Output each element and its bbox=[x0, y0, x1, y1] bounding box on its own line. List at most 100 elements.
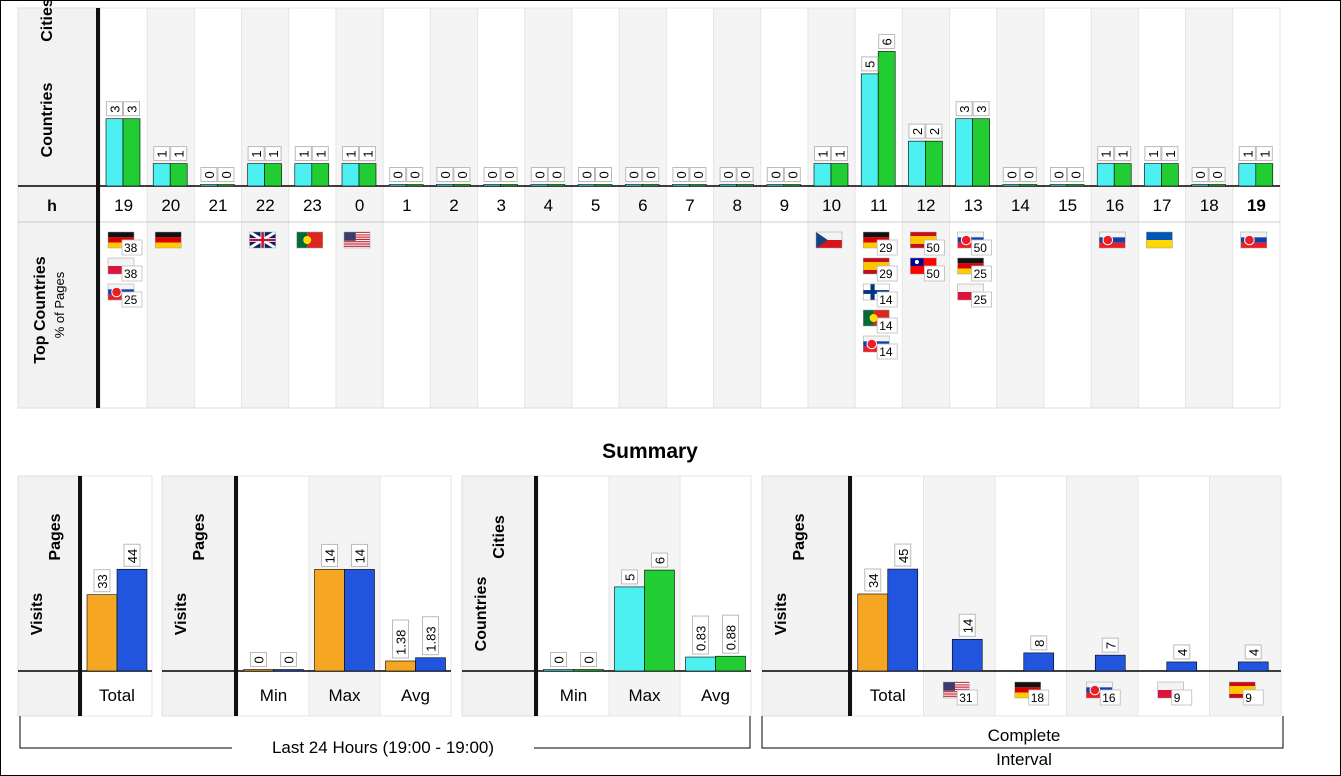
visits-panel-value-a: 14 bbox=[321, 543, 338, 567]
pct-label: 50 bbox=[926, 241, 940, 255]
interval-panel-bar-b bbox=[1166, 661, 1198, 672]
svg-text:3: 3 bbox=[974, 105, 989, 112]
bracket-right-label-line2: Interval bbox=[960, 750, 1088, 770]
svg-text:1.83: 1.83 bbox=[424, 626, 439, 651]
svg-text:2: 2 bbox=[927, 128, 942, 135]
bar-countries bbox=[1096, 163, 1115, 187]
pct-badge bbox=[876, 239, 898, 256]
pct-label: 25 bbox=[974, 293, 988, 307]
bar-cities bbox=[925, 140, 943, 187]
hour-tick-label: 23 bbox=[303, 196, 322, 215]
svg-text:0: 0 bbox=[738, 171, 753, 178]
pct-badge bbox=[971, 265, 992, 282]
visits-panel-bar-b bbox=[344, 569, 375, 672]
interval-panel-bar-b bbox=[951, 638, 983, 672]
svg-text:0: 0 bbox=[455, 171, 470, 178]
value-label-cities: 0 bbox=[547, 167, 565, 182]
svg-text:0: 0 bbox=[552, 656, 567, 663]
bar-cities bbox=[1255, 163, 1274, 187]
sk-flag-icon bbox=[1098, 231, 1126, 249]
row-header-column bbox=[17, 7, 101, 409]
interval-panel-pct-badge bbox=[1028, 689, 1050, 706]
value-label-countries: 1 bbox=[153, 146, 171, 162]
bar-countries bbox=[1002, 184, 1021, 187]
hour-tick-label: 20 bbox=[161, 196, 180, 215]
svg-text:0: 0 bbox=[1004, 171, 1019, 178]
pct-label: 50 bbox=[974, 241, 988, 255]
bar-cities bbox=[311, 163, 330, 187]
svg-text:0: 0 bbox=[768, 171, 783, 178]
pct-label: 14 bbox=[879, 293, 893, 307]
value-label-countries: 3 bbox=[106, 101, 123, 117]
value-label-cities: 1 bbox=[1114, 146, 1132, 162]
geo-panel-category-label: Avg bbox=[701, 686, 730, 705]
interval-panel-column bbox=[994, 475, 1067, 717]
bracket-right bbox=[761, 716, 1284, 749]
visits-panel-label-b: Pages bbox=[191, 513, 208, 560]
de-flag-icon bbox=[154, 231, 182, 249]
bar-countries bbox=[672, 184, 690, 187]
svg-text:1: 1 bbox=[1257, 150, 1272, 157]
hour-tick-label: 3 bbox=[496, 196, 505, 215]
hour-column bbox=[382, 7, 431, 409]
interval-panel-value-b: 45 bbox=[894, 543, 912, 567]
hour-tick-label: 18 bbox=[1200, 196, 1219, 215]
hour-tick-label: 1 bbox=[402, 196, 411, 215]
svg-text:1: 1 bbox=[361, 150, 376, 157]
svg-text:3: 3 bbox=[957, 105, 972, 112]
bar-countries bbox=[200, 184, 218, 187]
svg-text:5: 5 bbox=[863, 61, 878, 68]
visits-panel-category-label: Max bbox=[328, 686, 361, 705]
svg-text:33: 33 bbox=[95, 574, 110, 588]
bar-cities bbox=[217, 184, 235, 187]
value-label-cities: 1 bbox=[1161, 146, 1179, 162]
bar-countries bbox=[766, 184, 785, 187]
bar-cities bbox=[358, 163, 377, 187]
pct-label: 25 bbox=[974, 267, 988, 281]
svg-text:34: 34 bbox=[866, 574, 881, 588]
hour-column bbox=[241, 7, 290, 409]
sk-flag-icon bbox=[862, 335, 890, 353]
hour-column bbox=[901, 7, 951, 409]
hour-tick-label: 4 bbox=[544, 196, 553, 215]
hour-tick-label: 5 bbox=[591, 196, 600, 215]
bar-countries bbox=[577, 184, 596, 187]
value-label-cities: 1 bbox=[170, 146, 188, 162]
bar-countries bbox=[624, 184, 643, 187]
svg-text:2: 2 bbox=[910, 128, 925, 135]
value-label-cities: 0 bbox=[642, 167, 660, 182]
geo-panel-label-a: Countries bbox=[473, 577, 490, 652]
visits-panel-bar-a bbox=[385, 660, 416, 672]
geo-panel-value-a: 0 bbox=[550, 652, 567, 667]
value-label-countries: 1 bbox=[342, 146, 359, 162]
sk-flag-icon bbox=[107, 283, 135, 301]
interval-panel-header bbox=[761, 475, 853, 717]
svg-text:1: 1 bbox=[249, 150, 264, 157]
svg-text:0: 0 bbox=[1052, 171, 1067, 178]
hour-tick-label: 21 bbox=[209, 196, 228, 215]
pct-label: 29 bbox=[879, 267, 893, 281]
svg-text:0: 0 bbox=[252, 656, 267, 663]
hour-column bbox=[1043, 7, 1092, 409]
geo-panel-value-b: 0.88 bbox=[722, 614, 739, 654]
value-label-countries: 0 bbox=[766, 167, 784, 182]
interval-panel-pct-label: 31 bbox=[959, 691, 973, 705]
bar-cities bbox=[736, 184, 754, 187]
bar-countries bbox=[388, 184, 407, 187]
total-panel-header bbox=[17, 475, 83, 717]
interval-panel-bar-b bbox=[1094, 654, 1126, 672]
visits-panel-value-b: 14 bbox=[351, 543, 368, 567]
value-label-cities: 0 bbox=[217, 167, 235, 182]
hour-tick-label: 12 bbox=[917, 196, 936, 215]
svg-text:0.83: 0.83 bbox=[694, 626, 709, 651]
svg-text:0: 0 bbox=[582, 656, 597, 663]
svg-text:1: 1 bbox=[1116, 150, 1131, 157]
interval-panel-pct-badge bbox=[956, 689, 978, 706]
hour-tick-label: 7 bbox=[685, 196, 694, 215]
gb-flag-icon bbox=[248, 230, 277, 250]
svg-text:0: 0 bbox=[1069, 171, 1084, 178]
geo-panel-category-label: Max bbox=[628, 686, 661, 705]
top-countries-label: Top Countries bbox=[32, 256, 49, 363]
total-panel-bar-a bbox=[86, 594, 118, 672]
svg-text:1.38: 1.38 bbox=[394, 630, 409, 655]
